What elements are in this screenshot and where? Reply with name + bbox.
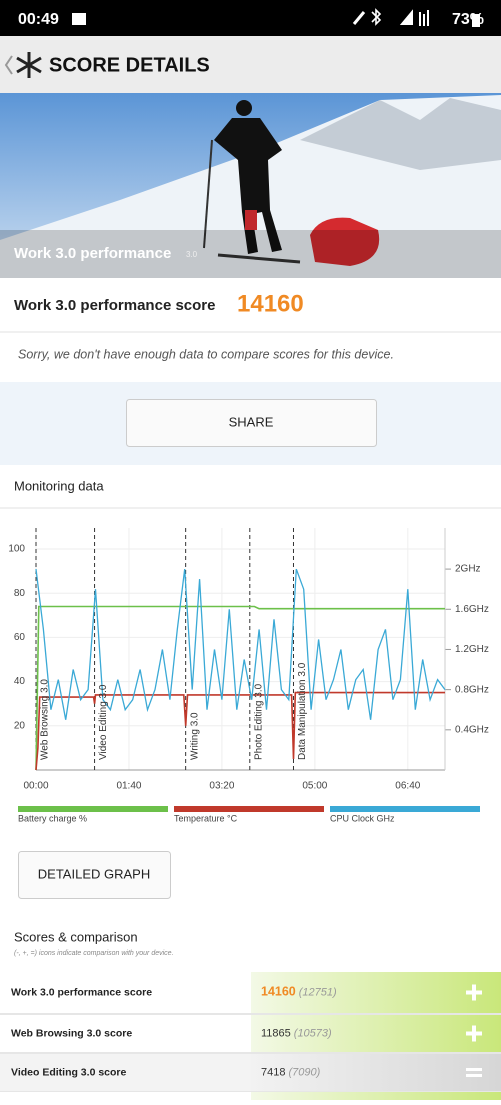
skier <box>214 100 282 254</box>
comparison: (12751) <box>299 986 337 998</box>
y2-tick-label: 0.4GHz <box>455 724 489 735</box>
row-score: 14160 (12751) <box>261 985 337 999</box>
battery-icon <box>472 14 480 27</box>
y-tick-label: 40 <box>14 676 26 687</box>
share-label: SHARE <box>229 414 274 429</box>
x-tick-label: 05:00 <box>302 781 327 792</box>
score: 11865 <box>261 1027 291 1039</box>
plus-icon <box>466 1025 482 1042</box>
back-button[interactable] <box>4 55 13 75</box>
snowflake-icon <box>16 52 42 78</box>
row-partial <box>0 1092 501 1100</box>
pen-icon <box>352 11 366 25</box>
annotation-label: Photo Editing 3.0 <box>253 683 264 760</box>
row-score: 7418 (7090) <box>261 1066 321 1078</box>
x-tick-label: 03:20 <box>209 781 234 792</box>
plus-icon <box>466 984 482 1001</box>
bluetooth-icon <box>371 8 382 26</box>
legend-swatch <box>18 806 168 812</box>
score-value: 14160 <box>237 290 304 317</box>
score: 14160 <box>261 985 296 999</box>
x-tick-label: 06:40 <box>395 781 420 792</box>
comparison: (10573) <box>294 1027 332 1039</box>
share-button[interactable] <box>126 399 377 447</box>
mountain-ridge <box>300 98 501 170</box>
row-name: Video Editing 3.0 score <box>11 1066 127 1078</box>
detailed-graph-button[interactable] <box>18 851 171 899</box>
y-tick-label: 20 <box>14 720 26 731</box>
notice: Sorry, we don't have enough data to comp… <box>18 347 394 361</box>
annotation-label: Web Browsing 3.0 <box>40 679 51 760</box>
legend-label: Temperature °C <box>174 813 238 823</box>
hero-shade <box>0 230 501 278</box>
skier-gaiter <box>245 210 257 230</box>
ski-pole <box>203 139 213 249</box>
hero-version: 3.0 <box>186 250 198 259</box>
y-tick-label: 100 <box>8 544 25 555</box>
comparison: (7090) <box>288 1066 320 1078</box>
hero-title: Work 3.0 performance <box>14 245 171 262</box>
y2-tick-label: 0.8GHz <box>455 684 489 695</box>
row-score: 11865 (10573) <box>261 1027 332 1039</box>
ski <box>217 253 301 264</box>
row-compare-bg <box>251 1015 501 1052</box>
score: 7418 <box>261 1066 285 1078</box>
series-line <box>35 605 445 771</box>
detailed-graph-label: DETAILED GRAPH <box>38 866 150 881</box>
row-compare-bg <box>251 972 501 1013</box>
time: 00:49 <box>18 11 59 28</box>
y2-tick-label: 1.2GHz <box>455 644 489 655</box>
y2-tick-label: 1.6GHz <box>455 604 489 615</box>
signal-icons <box>399 9 429 26</box>
gallery-icon <box>72 13 86 25</box>
y-tick-label: 60 <box>14 632 26 643</box>
row-name: Web Browsing 3.0 score <box>11 1027 132 1039</box>
header <box>0 36 501 93</box>
x-tick-label: 01:40 <box>116 781 141 792</box>
y-tick-label: 80 <box>14 588 26 599</box>
row-compare-bg <box>251 1054 501 1091</box>
monitoring-chart: 20 40 60 80 100 00:00 01:40 03:20 05:00 06:40 0.4G… <box>8 528 489 823</box>
score-label: Work 3.0 performance score <box>14 297 215 314</box>
scores-title: Scores & comparison <box>14 929 138 944</box>
legend-swatch <box>174 806 324 812</box>
legend-label: CPU Clock GHz <box>330 813 395 823</box>
score-rows: Work 3.0 performance score 14160 (12751) We… <box>0 972 501 1100</box>
plot-area <box>36 528 445 770</box>
row-name: Work 3.0 performance score <box>11 986 152 998</box>
equal-icon <box>466 1068 482 1077</box>
legend-swatch <box>330 806 480 812</box>
annotation-label: Writing 3.0 <box>189 712 200 760</box>
x-tick-label: 00:00 <box>23 781 48 792</box>
scores-subtitle: (-, +, =) icons indicate comparison with… <box>14 950 174 957</box>
series-line <box>35 691 445 771</box>
monitoring-title: Monitoring data <box>14 478 104 493</box>
header-title: SCORE DETAILS <box>49 54 210 76</box>
annotation-label: Data Manipulation 3.0 <box>297 662 308 760</box>
legend-label: Battery charge % <box>18 813 87 823</box>
sled <box>310 217 380 266</box>
y2-tick-label: 2GHz <box>455 564 481 575</box>
score-card <box>0 278 501 382</box>
series-line <box>35 568 446 720</box>
annotation-label: Video Editing 3.0 <box>98 684 109 760</box>
row-partial-compare <box>251 1092 501 1100</box>
